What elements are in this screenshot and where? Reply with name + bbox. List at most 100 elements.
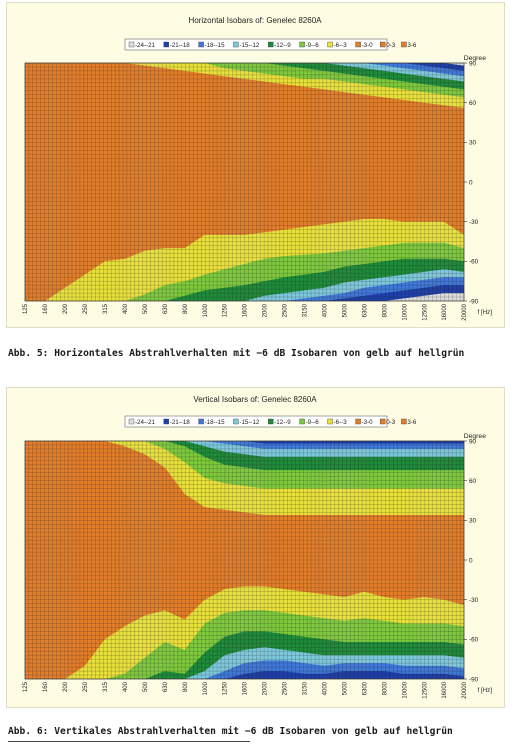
x-tick-label: 800	[183, 681, 189, 692]
x-tick-label: 400	[123, 681, 129, 692]
legend-swatch	[233, 41, 239, 48]
x-tick-label: 800	[183, 303, 189, 314]
horizontal-isobar-chart: Horizontal Isobars of: Genelec 8260A -24-…	[23, 16, 493, 321]
x-tick-label: 500	[143, 681, 149, 692]
x-tick-label: 1000	[203, 681, 209, 695]
legend-swatch	[198, 418, 204, 425]
x-tick-label: 200	[63, 681, 69, 692]
legend-label: -24--21	[135, 42, 156, 49]
chart-legend: -24--21 -21--18 -18--15 -15--12 -12--9 -9--6 -…	[124, 415, 417, 428]
x-tick-label: 400	[123, 303, 129, 314]
x-tick-label: 2500	[283, 303, 289, 317]
y-tick-label: -60	[469, 259, 479, 266]
x-tick-label: 6300	[362, 303, 368, 317]
x-axis-label: f [Hz]	[478, 687, 493, 694]
legend-label: -6--3	[334, 42, 348, 49]
y-tick-label: -30	[469, 597, 479, 604]
y-tick-label: 30	[469, 140, 477, 147]
x-tick-label: 315	[103, 303, 109, 314]
y-tick-label: 60	[469, 478, 477, 485]
x-tick-label: 1250	[223, 303, 229, 317]
x-tick-label: 2000	[263, 681, 269, 695]
x-tick-label: 20000	[462, 303, 468, 320]
vertical-isobar-chart: Vertical Isobars of: Genelec 8260A -24--2…	[23, 395, 493, 699]
x-tick-label: 1600	[243, 303, 249, 317]
legend-swatch	[380, 418, 386, 425]
x-tick-label: 16000	[442, 303, 448, 320]
legend-box	[124, 415, 388, 428]
x-tick-label: 20000	[462, 681, 468, 698]
legend-label: 0-3	[386, 419, 396, 426]
legend-swatch	[355, 418, 361, 425]
y-tick-label: -60	[469, 637, 479, 644]
x-tick-label: 250	[83, 303, 89, 314]
legend-label: -24--21	[135, 419, 156, 426]
legend-swatch	[198, 41, 204, 48]
x-tick-label: 2000	[263, 303, 269, 317]
y-tick-label: 90	[469, 60, 477, 67]
x-tick-label: 12500	[422, 303, 428, 320]
legend-label: -3-0	[362, 42, 374, 49]
x-tick-label: 1000	[203, 303, 209, 317]
x-tick-label: 2500	[283, 681, 289, 695]
x-tick-label: 12500	[422, 681, 428, 698]
x-tick-label: 160	[43, 681, 49, 692]
legend-swatch	[401, 41, 407, 48]
x-tick-label: 3150	[303, 303, 309, 317]
y-tick-label: -90	[469, 676, 479, 683]
legend-swatch	[128, 41, 135, 48]
legend-label: -9--6	[306, 42, 320, 49]
x-tick-label: 160	[43, 303, 49, 314]
x-tick-label: 5000	[343, 303, 349, 317]
x-tick-label: 630	[163, 681, 169, 692]
x-tick-label: 6300	[362, 681, 368, 695]
legend-label: -12--9	[274, 42, 291, 49]
chart-title: Horizontal Isobars of: Genelec 8260A	[189, 16, 323, 25]
x-tick-label: 3150	[303, 681, 309, 695]
y-tick-label: -30	[469, 219, 479, 226]
y-tick-label: 60	[469, 100, 477, 107]
legend-swatch	[327, 418, 333, 425]
y-tick-label: 0	[469, 179, 473, 186]
footer-divider	[8, 741, 250, 742]
horizontal-isobar-chart-panel: Horizontal Isobars of: Genelec 8260A -24-…	[6, 2, 505, 328]
x-tick-label: 125	[23, 303, 29, 314]
chart-title: Vertical Isobars of: Genelec 8260A	[193, 395, 317, 404]
x-tick-label: 500	[143, 303, 149, 314]
x-tick-label: 4000	[323, 681, 329, 695]
legend-label: -21--18	[170, 419, 191, 426]
legend-swatch	[327, 41, 333, 48]
legend-swatch	[163, 418, 170, 425]
legend-label: -6--3	[334, 419, 348, 426]
legend-label: -12--9	[274, 419, 291, 426]
x-tick-label: 4000	[323, 303, 329, 317]
x-axis-label: f [Hz]	[478, 309, 493, 316]
legend-box	[124, 38, 388, 51]
legend-swatch	[355, 41, 361, 48]
figure-6-caption: Abb. 6: Vertikales Abstrahlverhalten mit…	[8, 726, 453, 737]
isobar-band-upper	[25, 63, 464, 71]
x-tick-label: 125	[23, 681, 29, 692]
isobar-band-lower	[25, 293, 464, 301]
figure-5-caption: Abb. 5: Horizontales Abstrahlverhalten m…	[8, 348, 465, 359]
legend-swatch	[299, 418, 305, 425]
x-tick-label: 5000	[343, 681, 349, 695]
legend-swatch	[233, 418, 239, 425]
x-tick-label: 250	[83, 681, 89, 692]
plot-grid	[24, 62, 465, 302]
legend-label: -3-0	[362, 419, 374, 426]
x-tick-label: 10000	[402, 681, 408, 698]
legend-label: -18--15	[205, 42, 226, 49]
y-tick-label: 0	[469, 557, 473, 564]
legend-label: 3-6	[407, 419, 417, 426]
legend-label: -21--18	[170, 42, 191, 49]
y-axis-label: Degree	[464, 55, 487, 62]
legend-swatch	[268, 418, 274, 425]
chart-legend: -24--21 -21--18 -18--15 -15--12 -12--9 -9--6 -…	[124, 38, 417, 51]
legend-label: -15--12	[239, 419, 260, 426]
y-axis-label: Degree	[464, 433, 487, 440]
x-tick-label: 10000	[402, 303, 408, 320]
x-tick-label: 315	[103, 681, 109, 692]
x-tick-label: 8000	[382, 303, 388, 317]
legend-swatch	[268, 41, 274, 48]
